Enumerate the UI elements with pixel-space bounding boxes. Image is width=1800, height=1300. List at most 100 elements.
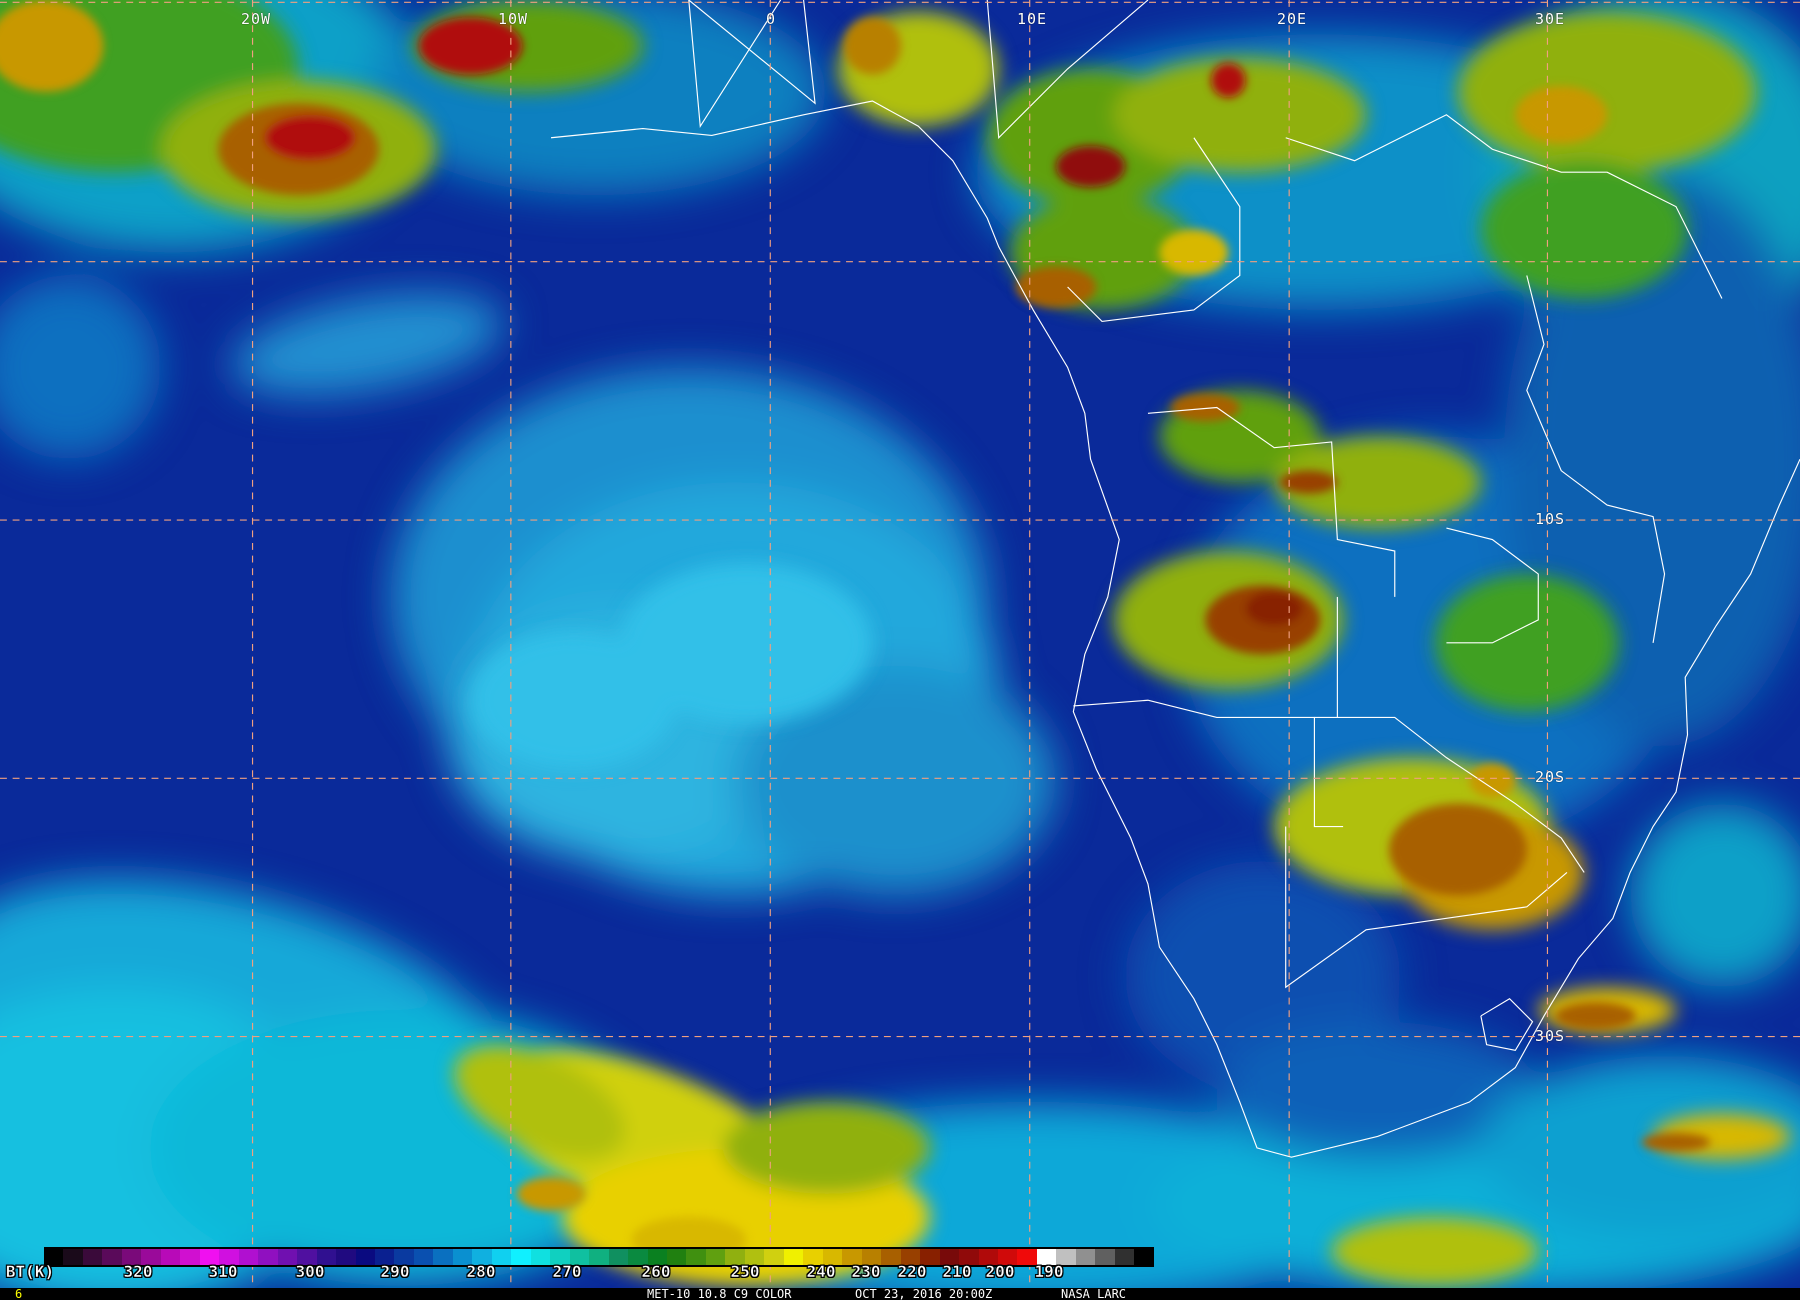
cloud: [1211, 63, 1246, 98]
cloud: [1274, 436, 1481, 529]
colorbar-segment: [764, 1249, 784, 1265]
country-border: [1073, 699, 1344, 828]
cloud: [1216, 1021, 1539, 1160]
colorbar-segment: [141, 1249, 161, 1265]
colorbar-segment: [277, 1249, 298, 1265]
colorbar-tick-label: 220: [897, 1262, 927, 1281]
colorbar-segment: [258, 1249, 278, 1265]
brightness-temperature-colorbar: [44, 1247, 1154, 1267]
country-border: [1067, 137, 1241, 323]
colorbar-tick-label: 320: [123, 1262, 153, 1281]
colorbar-segment: [978, 1249, 998, 1265]
colorbar-segment: [1095, 1249, 1115, 1265]
colorbar-tick-label: 290: [380, 1262, 410, 1281]
colorbar-segment: [199, 1249, 220, 1265]
colorbar-segment: [550, 1249, 570, 1265]
colorbar-tick-label: 190: [1034, 1262, 1064, 1281]
colorbar-segment: [881, 1249, 901, 1265]
colorbar-segment: [686, 1249, 706, 1265]
colorbar-segment: [647, 1249, 667, 1265]
cloud: [231, 293, 504, 396]
colorbar-segment: [900, 1249, 921, 1265]
cloud: [0, 0, 104, 92]
cloud: [1555, 1002, 1636, 1030]
lat-label-30s: 30S: [1535, 1027, 1566, 1045]
colorbar-segment: [336, 1249, 356, 1265]
country-border: [1526, 275, 1666, 643]
image-source: NASA LARC: [1061, 1287, 1127, 1300]
colorbar-segment: [1114, 1249, 1135, 1265]
cloud: [1015, 266, 1097, 308]
colorbar-segment: [121, 1249, 142, 1265]
colorbar-segment: [783, 1249, 804, 1265]
coastlines-and-borders: [550, 0, 1800, 1158]
country-border: [986, 0, 1149, 140]
lon-label-20w: 20W: [241, 10, 272, 28]
image-datetime: OCT 23, 2016 20:00Z: [855, 1287, 993, 1300]
country-border: [1314, 716, 1585, 873]
lon-label-30e: 30E: [1535, 10, 1566, 28]
cloud: [1434, 573, 1619, 712]
cloud: [0, 275, 161, 460]
colorbar-segment: [452, 1249, 473, 1265]
africa-coastline: [550, 100, 1800, 1158]
colorbar-segment: [316, 1249, 337, 1265]
cloud: [1056, 145, 1125, 188]
colorbar-tick-label: 300: [295, 1262, 325, 1281]
cloud: [454, 1045, 626, 1159]
colorbar-segment: [920, 1249, 940, 1265]
cloud: [1170, 393, 1240, 422]
product-name: MET-10 10.8 C9 COLOR: [647, 1287, 792, 1300]
colorbar-segment: [667, 1249, 687, 1265]
colorbar-segment: [1017, 1249, 1037, 1265]
colorbar-segment: [1075, 1249, 1096, 1265]
lon-label-20e: 20E: [1277, 10, 1308, 28]
colorbar-segment: [160, 1249, 181, 1265]
lon-label-0: 0: [766, 10, 777, 28]
country-border: [688, 0, 816, 129]
colorbar-segment: [180, 1249, 200, 1265]
colorbar-segment: [413, 1249, 434, 1265]
colorbar-segment: [374, 1249, 395, 1265]
colorbar-unit-label: BT(K): [5, 1262, 55, 1281]
colorbar-segment: [822, 1249, 843, 1265]
country-border: [1285, 114, 1723, 299]
country-border: [1446, 527, 1539, 644]
colorbar-segment: [628, 1249, 648, 1265]
colorbar-segment: [433, 1249, 453, 1265]
country-border: [1285, 826, 1568, 989]
colorbar-tick-label: 200: [985, 1262, 1015, 1281]
colorbar-segment: [355, 1249, 375, 1265]
cloud: [734, 665, 1057, 896]
colorbar-tick-label: 250: [730, 1262, 760, 1281]
cloud: [1641, 1133, 1711, 1152]
colorbar-tick-label: 210: [942, 1262, 972, 1281]
colorbar-tick-label: 270: [552, 1262, 582, 1281]
cloud: [1279, 470, 1338, 494]
colorbar-tick-label: 280: [466, 1262, 496, 1281]
country-border: [1147, 406, 1396, 597]
convective-cloud-cores: [0, 0, 1711, 1263]
colorbar-segment: [530, 1249, 551, 1265]
colorbar-segment: [297, 1249, 317, 1265]
colorbar-segment: [491, 1249, 512, 1265]
cloud: [619, 562, 873, 724]
cloud: [1480, 160, 1688, 299]
colorbar-segment: [744, 1249, 765, 1265]
lon-label-10w: 10W: [498, 10, 529, 28]
colorbar-tick-label: 260: [641, 1262, 671, 1281]
colorbar-segment: [1036, 1249, 1057, 1265]
cloud: [1630, 803, 1800, 988]
colorbar-segment: [511, 1249, 531, 1265]
lat-label-10s: 10S: [1535, 510, 1566, 528]
cloud: [723, 1102, 930, 1194]
cloud: [1480, 1056, 1800, 1240]
colorbar-segment: [1134, 1249, 1154, 1265]
colorbar-segment: [219, 1249, 239, 1265]
colorbar-segment: [63, 1249, 83, 1265]
lesotho-border: [1480, 997, 1534, 1052]
colorbar-segment: [997, 1249, 1018, 1265]
